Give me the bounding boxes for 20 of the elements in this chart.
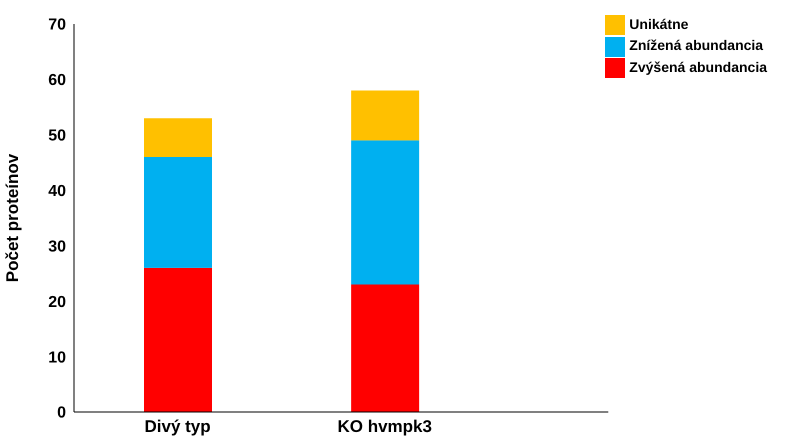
bar: [351, 140, 420, 285]
y-tick-label: 0: [57, 404, 66, 422]
y-tick-label: 50: [48, 128, 66, 145]
bar: [144, 118, 212, 158]
y-tick-label: 40: [48, 182, 66, 200]
x-tick-label: KO hvmpk3: [337, 417, 432, 436]
legend-label: Zvýšená abundancia: [629, 58, 767, 75]
y-axis-title: Počet proteínov: [3, 153, 22, 282]
legend-label: Znížená abundancia: [629, 37, 764, 54]
bar: [351, 90, 420, 140]
bar: [144, 157, 212, 268]
y-tick-label: 60: [48, 72, 66, 90]
x-tick-label: Divý typ: [144, 417, 211, 436]
y-tick-label: 10: [48, 349, 66, 366]
bar: [144, 268, 212, 412]
bar: [351, 284, 420, 412]
y-tick-label: 70: [48, 16, 66, 34]
legend-label: Unikátne: [629, 16, 688, 32]
y-tick-label: 30: [48, 238, 66, 256]
y-tick-label: 20: [48, 294, 66, 311]
